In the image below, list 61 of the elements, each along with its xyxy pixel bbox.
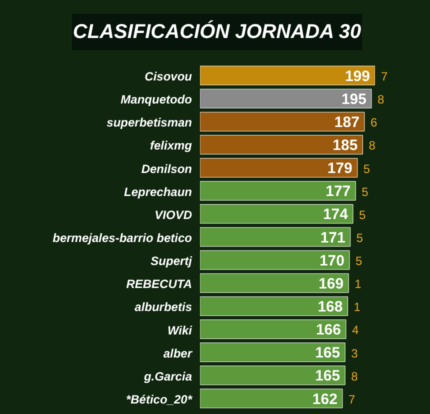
bar <box>200 388 343 408</box>
y-tick-label: felixmg <box>150 138 193 153</box>
chart-title: CLASIFICACIÓN JORNADA 30 <box>72 14 362 50</box>
bar <box>200 366 346 386</box>
y-tick-label: Manquetodo <box>120 92 192 107</box>
bar <box>200 88 372 108</box>
annotation: 4 <box>352 323 359 338</box>
bar <box>200 181 356 201</box>
annotation: 8 <box>377 92 384 107</box>
y-tick-label: Supertj <box>150 254 193 268</box>
annotation: 7 <box>381 70 388 84</box>
bar <box>200 134 363 154</box>
data-label: 187 <box>334 114 360 131</box>
y-tick-label: bermejales-barrio betico <box>52 231 192 245</box>
data-label: 185 <box>332 137 358 154</box>
annotation: 3 <box>351 346 358 360</box>
y-tick-label: *Bético_20* <box>126 392 194 406</box>
bar <box>200 273 349 293</box>
data-label: 177 <box>326 183 351 200</box>
annotation: 5 <box>363 162 370 176</box>
bar <box>200 296 348 316</box>
annotation: 5 <box>356 230 364 245</box>
annotation: 5 <box>355 254 362 268</box>
data-label: 199 <box>344 68 370 85</box>
annotation: 6 <box>370 116 378 130</box>
data-label: 165 <box>315 368 340 385</box>
annotation: 5 <box>362 184 369 199</box>
annotation: 7 <box>348 392 356 406</box>
y-tick-label: Leprechaun <box>124 184 192 199</box>
data-label: 169 <box>318 275 344 292</box>
y-tick-label: alburbetis <box>134 300 192 314</box>
bar <box>200 66 375 86</box>
bar <box>200 250 350 270</box>
data-label: 162 <box>312 390 338 408</box>
data-label: 179 <box>327 160 352 178</box>
bar <box>200 319 346 339</box>
y-tick-label: g.Garcia <box>142 369 192 384</box>
y-tick-label: alber <box>163 346 194 360</box>
y-tick-label: Cisovou <box>144 70 193 84</box>
annotation: 1 <box>354 300 361 314</box>
annotation: 5 <box>359 208 366 222</box>
y-tick-label: Wiki <box>167 323 193 338</box>
y-tick-label: REBECUTA <box>126 277 192 292</box>
bar <box>200 204 354 224</box>
data-label: 168 <box>318 298 343 316</box>
bar <box>200 342 346 362</box>
data-label: 170 <box>319 252 344 270</box>
data-label: 165 <box>315 344 340 362</box>
annotation: 1 <box>354 277 362 292</box>
data-label: 166 <box>316 322 341 339</box>
bar <box>200 227 351 247</box>
bar <box>200 158 358 178</box>
data-label: 174 <box>322 206 349 224</box>
y-tick-label: Denilson <box>141 162 192 176</box>
y-tick-label: superbetisman <box>106 116 192 130</box>
annotation: 8 <box>351 369 358 384</box>
bar <box>200 112 365 132</box>
y-tick-label: VIOVD <box>154 208 192 222</box>
annotation: 8 <box>368 138 376 153</box>
data-label: 171 <box>320 229 346 246</box>
data-label: 195 <box>341 90 366 108</box>
